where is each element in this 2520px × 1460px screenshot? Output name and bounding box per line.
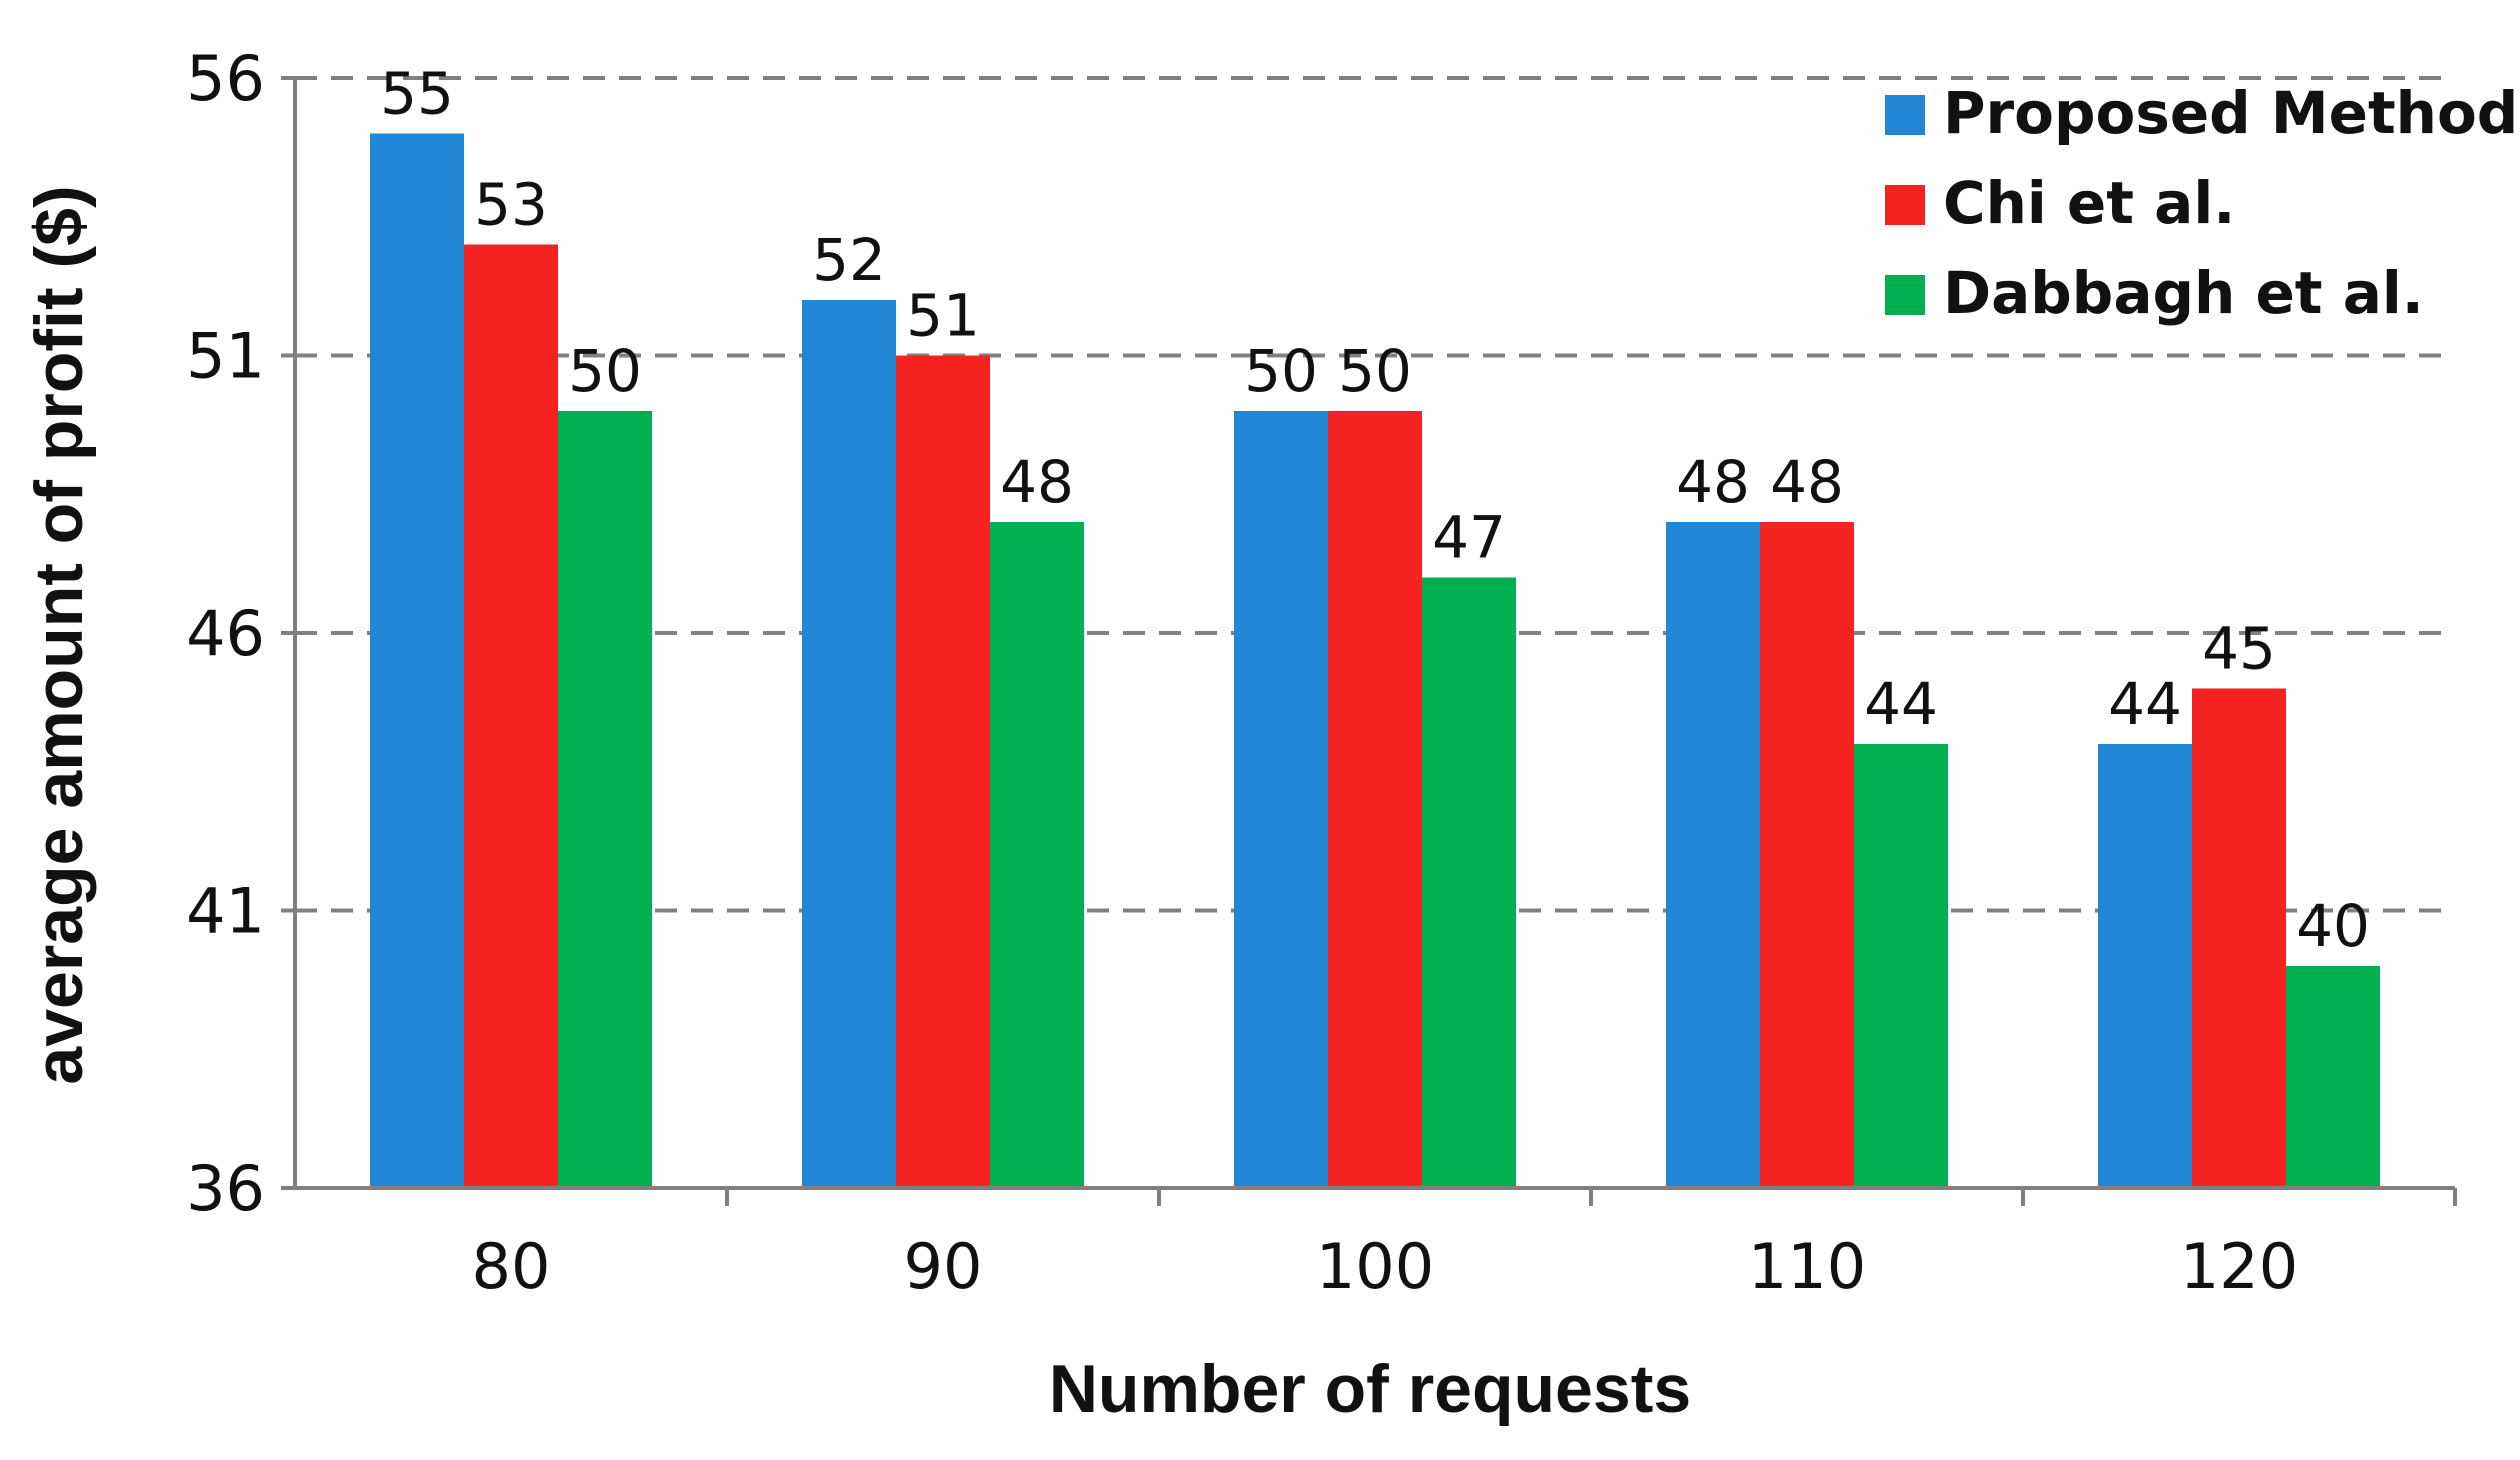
bars	[370, 133, 2380, 1188]
bar-dabbagh-et-al--120	[2286, 966, 2380, 1188]
data-label: 48	[1770, 448, 1844, 516]
data-label: 45	[2202, 615, 2276, 683]
bar-proposed-method-80	[370, 133, 464, 1188]
legend-swatch	[1885, 275, 1925, 315]
data-label: 47	[1432, 504, 1506, 572]
y-tick-label: 36	[186, 1152, 265, 1225]
data-label: 55	[380, 60, 454, 128]
data-label: 48	[1676, 448, 1750, 516]
bar-proposed-method-100	[1234, 411, 1328, 1188]
x-axis-title: Number of requests	[1049, 1351, 1691, 1427]
legend-swatch	[1885, 95, 1925, 135]
y-tick-label: 46	[186, 597, 265, 670]
bar-proposed-method-120	[2098, 744, 2192, 1188]
y-tick-label: 41	[186, 875, 265, 948]
legend-label: Proposed Method	[1943, 79, 2518, 147]
data-label: 51	[906, 282, 980, 350]
legend: Proposed Method Chi et al. Dabbagh et al.	[1885, 79, 2518, 327]
y-axis-title: average amount of profit ($)	[21, 185, 97, 1084]
bar-proposed-method-110	[1666, 522, 1760, 1188]
bar-chi-et-al--110	[1760, 522, 1854, 1188]
bar-dabbagh-et-al--110	[1854, 744, 1948, 1188]
data-label: 50	[1338, 337, 1412, 405]
bar-chi-et-al--100	[1328, 411, 1422, 1188]
legend-label: Chi et al.	[1943, 169, 2235, 237]
data-label: 50	[1244, 337, 1318, 405]
data-labels: 55 53 50 52 51 48 50 50 47 48 48 44 44 45 40	[380, 60, 2370, 961]
data-label: 52	[812, 226, 886, 294]
data-label: 40	[2296, 892, 2370, 960]
axes: 36 41 46 51 56 80 90 100 110 120	[186, 42, 2457, 1303]
bar-proposed-method-90	[802, 300, 896, 1188]
x-tick-label: 80	[472, 1230, 551, 1303]
x-tick-label: 90	[904, 1230, 983, 1303]
bar-chi-et-al--120	[2192, 688, 2286, 1188]
legend-label: Dabbagh et al.	[1943, 259, 2424, 327]
x-tick-label: 120	[2180, 1230, 2298, 1303]
bar-dabbagh-et-al--90	[990, 522, 1084, 1188]
data-label: 44	[2108, 670, 2182, 738]
bar-chi-et-al--80	[464, 244, 558, 1188]
legend-swatch	[1885, 185, 1925, 225]
y-tick-label: 51	[186, 320, 265, 393]
bar-dabbagh-et-al--100	[1422, 577, 1516, 1188]
bar-chi-et-al--90	[896, 355, 990, 1188]
x-tick-label: 110	[1748, 1230, 1866, 1303]
data-label: 50	[568, 337, 642, 405]
data-label: 44	[1864, 670, 1938, 738]
data-label: 53	[474, 171, 548, 239]
x-tick-label: 100	[1316, 1230, 1434, 1303]
bar-dabbagh-et-al--80	[558, 411, 652, 1188]
data-label: 48	[1000, 448, 1074, 516]
y-tick-label: 56	[186, 42, 265, 115]
